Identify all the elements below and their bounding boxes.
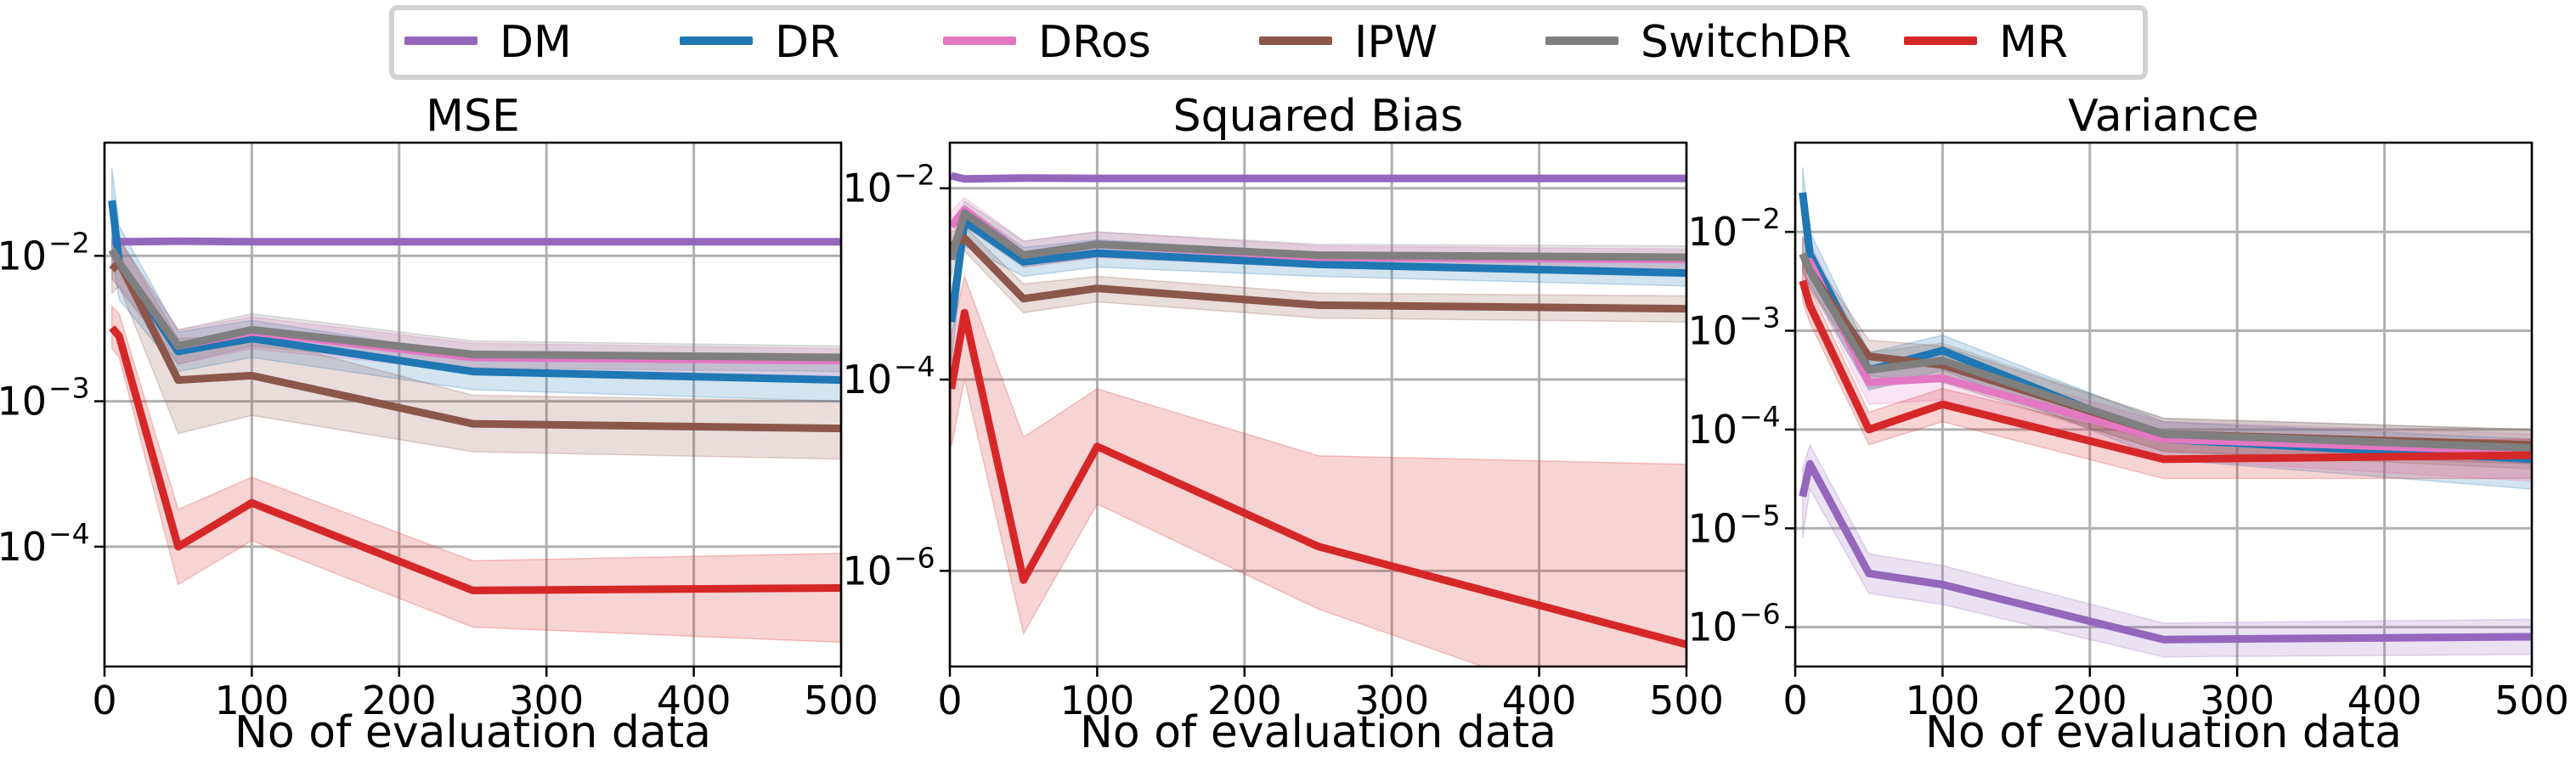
y-tick-label: 10	[1687, 505, 1737, 551]
y-tick-label: 10	[0, 233, 47, 278]
y-tick-exponent: −6	[894, 541, 935, 574]
x-tick-label: 100	[1905, 678, 1980, 723]
y-tick-base: 10	[842, 166, 892, 211]
legend-swatch	[680, 37, 753, 45]
series-line-dr	[108, 200, 841, 385]
x-tick-label: 200	[1207, 678, 1282, 723]
y-tick-base: 10	[1687, 308, 1737, 354]
chart-title: Variance	[2068, 91, 2259, 142]
x-tick-label: 100	[1059, 678, 1134, 723]
y-tick-base: 10	[1687, 407, 1737, 453]
y-tick-label: 10	[1687, 605, 1737, 650]
plot-area	[108, 168, 841, 644]
y-tick-label: 10	[1687, 407, 1737, 453]
y-tick-exponent: −4	[1739, 400, 1781, 433]
y-tick-label: 10	[1687, 209, 1737, 255]
y-tick-base: 10	[1687, 605, 1737, 650]
y-tick-label: 10	[842, 548, 892, 593]
y-tick-label: 10	[0, 379, 47, 425]
x-tick-label: 400	[2347, 678, 2422, 723]
x-tick-label: 200	[2053, 678, 2127, 723]
x-tick-label: 0	[937, 678, 962, 723]
series-line-switchdr	[950, 209, 1686, 262]
x-tick-label: 200	[362, 678, 437, 723]
legend-label: MR	[1999, 17, 2068, 68]
series-line-ipw	[950, 234, 1686, 313]
legend-label: DR	[775, 17, 840, 68]
y-tick-exponent: −4	[48, 517, 90, 550]
band-mr	[110, 304, 841, 644]
series-line-dm	[950, 172, 1686, 183]
x-axis-label: No of evaluation data	[234, 707, 711, 758]
y-tick-exponent: −5	[1739, 498, 1781, 532]
legend-label: IPW	[1354, 17, 1438, 68]
x-tick-label: 500	[1649, 678, 1724, 723]
plot-area	[1799, 167, 2532, 658]
band-ipw	[950, 225, 1686, 323]
x-tick-label: 100	[214, 678, 289, 723]
y-tick-base: 10	[1687, 505, 1737, 551]
legend-swatch	[943, 37, 1016, 45]
y-tick-label: 10	[0, 524, 47, 570]
legend-swatch	[1259, 37, 1332, 45]
y-tick-base: 10	[842, 548, 892, 593]
series-line-switchdr	[108, 247, 841, 362]
y-tick-exponent: −6	[1739, 598, 1781, 631]
y-tick-base: 10	[0, 379, 47, 425]
legend-label: DM	[500, 17, 572, 68]
x-tick-label: 500	[804, 678, 878, 723]
x-tick-label: 400	[1502, 678, 1577, 723]
x-tick-label: 300	[509, 678, 584, 723]
y-tick-label: 10	[842, 166, 892, 211]
series-line-dm	[1799, 459, 2532, 644]
x-tick-label: 500	[2494, 678, 2569, 723]
y-tick-label: 10	[842, 357, 892, 402]
legend-swatch	[404, 37, 477, 45]
series-line-switchdr	[1799, 252, 2532, 453]
series-line-dm	[111, 237, 841, 246]
series-line-mr	[1799, 279, 2532, 464]
y-tick-base: 10	[0, 524, 47, 570]
legend-swatch	[1545, 37, 1618, 45]
series-line-mr	[950, 308, 1686, 649]
x-axis-label: No of evaluation data	[1925, 707, 2402, 758]
y-tick-exponent: −2	[894, 159, 935, 192]
y-tick-exponent: −2	[48, 226, 90, 259]
legend-swatch	[1904, 37, 1977, 45]
y-tick-base: 10	[842, 357, 892, 402]
y-tick-base: 10	[1687, 209, 1737, 255]
plot-area	[950, 172, 1686, 667]
y-tick-label: 10	[1687, 308, 1737, 354]
series-line-mr	[109, 325, 841, 594]
legend: DM DR DRos IPW SwitchDR MR	[389, 5, 2148, 80]
band-mr	[1801, 262, 2532, 480]
legend-label: SwitchDR	[1641, 17, 1852, 68]
band-dm	[1801, 442, 2532, 658]
x-tick-label: 300	[2200, 678, 2274, 723]
chart-title: MSE	[426, 91, 520, 142]
axes-frame	[103, 141, 843, 668]
axes-frame	[1794, 141, 2534, 668]
axes-frame	[948, 141, 1688, 668]
y-tick-exponent: −3	[1739, 301, 1781, 335]
band-switchdr	[110, 223, 841, 373]
band-mr	[950, 273, 1686, 667]
band-ipw	[110, 238, 841, 460]
legend-label: DRos	[1038, 17, 1151, 68]
y-tick-exponent: −3	[48, 372, 90, 405]
x-tick-label: 0	[92, 678, 116, 723]
x-tick-label: 300	[1354, 678, 1429, 723]
x-axis-label: No of evaluation data	[1080, 707, 1556, 758]
chart-title: Squared Bias	[1173, 91, 1464, 142]
x-tick-label: 400	[657, 678, 732, 723]
y-tick-base: 10	[0, 233, 47, 278]
y-tick-exponent: −2	[1739, 202, 1781, 235]
x-tick-label: 0	[1782, 678, 1807, 723]
y-tick-exponent: −4	[894, 350, 935, 383]
